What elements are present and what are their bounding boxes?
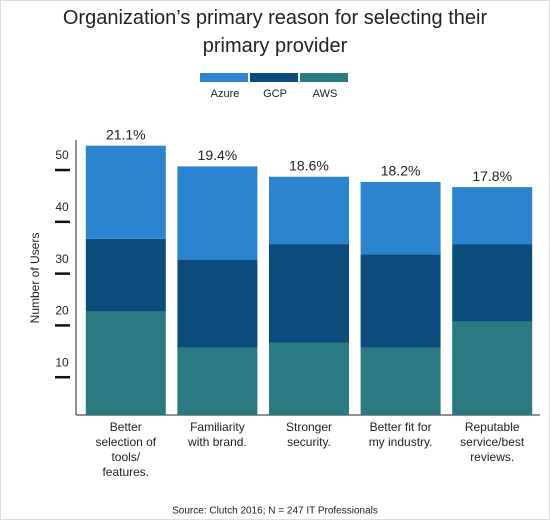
bar-segment [177,259,258,348]
y-axis-label: Number of Users [28,233,42,324]
bar-segment [85,238,166,312]
legend-swatch [250,73,298,82]
bar-segment [177,347,258,415]
bar-segment [452,321,533,415]
x-tick-label: with brand. [187,435,247,449]
x-tick-label: features. [102,465,149,479]
x-tick-label: tools/ [111,450,140,464]
bar-segment [452,244,533,322]
x-tick-label: Reputable [465,420,520,434]
legend-swatch [300,73,348,82]
y-tick-label: 30 [55,252,69,266]
bar-segment [269,244,349,343]
y-tick-label: 20 [55,304,69,318]
legend-label: GCP [263,88,287,100]
bar-segment [177,166,258,260]
x-tick-label: my industry. [369,435,433,449]
x-tick-label: Stronger [286,420,332,434]
total-label: 17.8% [472,168,512,184]
legend-swatch [200,73,248,82]
x-tick-label: security. [287,435,331,449]
x-tick-label: Familiarity [190,420,245,434]
bar-segment [269,342,349,415]
bar-segment [85,145,166,239]
total-label: 18.6% [289,157,329,173]
y-tick-label: 50 [55,148,69,162]
x-tick-label: selection of [95,435,156,449]
x-tick-label: reviews. [470,450,514,464]
x-tick-label: service/best [460,435,525,449]
x-tick-label: Better fit for [370,420,432,434]
y-tick-label: 40 [55,200,69,214]
bar-segment [360,347,441,415]
x-tick-label: Better [110,420,142,434]
bar-segment [360,254,441,348]
bar-segment [85,311,166,415]
bar-segment [360,181,441,255]
legend-label: Azure [211,88,240,100]
total-label: 21.1% [106,126,146,142]
bar-segment [269,176,349,245]
total-label: 19.4% [198,147,238,163]
source: Source: Clutch 2016; N = 247 IT Professi… [172,506,378,517]
legend-label: AWS [313,88,338,100]
bar-segment [452,187,533,245]
total-label: 18.2% [381,163,421,179]
y-tick-label: 10 [55,355,69,369]
chart-title: Organization’s primary reason for select… [62,7,488,57]
